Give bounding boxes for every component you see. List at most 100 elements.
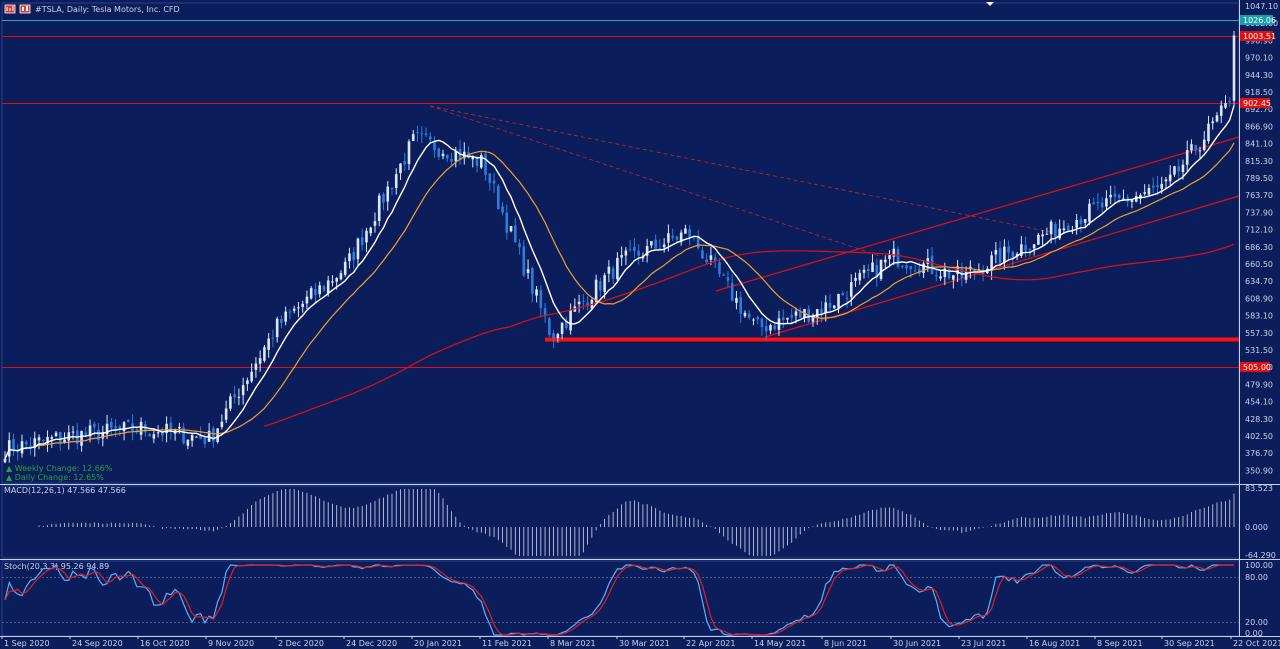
dashed-trend-line[interactable] xyxy=(429,105,881,257)
price-axis-label: 350.90 xyxy=(1245,466,1273,475)
candle-body xyxy=(275,318,279,338)
candle-body xyxy=(1224,103,1227,108)
candle-body xyxy=(1117,194,1121,199)
candle-body xyxy=(760,318,764,328)
time-axis-label: 16 Aug 2021 xyxy=(1029,639,1080,648)
candle-body xyxy=(165,423,168,434)
candle-body xyxy=(790,315,794,318)
macd-axis-zero: 0.000 xyxy=(1245,523,1268,532)
stoch-k-line[interactable] xyxy=(4,564,1234,636)
candle-body xyxy=(314,289,317,295)
stoch-d-line[interactable] xyxy=(4,564,1234,636)
candle-body xyxy=(156,432,160,434)
price-axis-label: 944.30 xyxy=(1245,71,1273,80)
candle-body xyxy=(518,243,521,248)
candle-body xyxy=(824,302,828,314)
time-axis-label: 20 Jan 2021 xyxy=(414,639,462,648)
candle-body xyxy=(454,151,458,162)
candle-body xyxy=(709,255,713,260)
ma-fast-line[interactable] xyxy=(4,105,1235,460)
candle-icon[interactable] xyxy=(19,4,31,14)
candle-body xyxy=(645,246,649,256)
candle-body xyxy=(560,322,564,334)
candle-body xyxy=(858,272,862,281)
stoch-axis-20: 20.00 xyxy=(1245,618,1268,627)
candle-body xyxy=(1232,35,1236,101)
daily-change-label: ▲ Daily Change: 12.65% xyxy=(6,473,104,482)
price-axis-label: 428.30 xyxy=(1245,415,1273,424)
candle-body xyxy=(1130,199,1134,202)
candle-body xyxy=(696,235,700,249)
chart-icon[interactable] xyxy=(4,4,16,14)
candle-body xyxy=(1185,150,1189,165)
lower-level-tag-text: 505.00 xyxy=(1243,363,1271,372)
candle-body xyxy=(599,281,602,291)
price-axis-label: 970.10 xyxy=(1245,54,1273,63)
candle-body xyxy=(815,309,819,318)
candle-body xyxy=(1147,187,1151,195)
candle-body xyxy=(488,173,492,183)
chart-shift-icon[interactable] xyxy=(986,2,994,6)
ma-slow-line[interactable] xyxy=(264,243,1235,427)
candle-body xyxy=(743,312,747,317)
candle-body xyxy=(1054,223,1057,238)
candle-body xyxy=(1134,196,1138,202)
candle-body xyxy=(654,239,657,249)
candle-body xyxy=(611,268,615,279)
time-axis-label: 22 Oct 2021 xyxy=(1233,639,1280,648)
candle-body xyxy=(705,259,708,263)
price-axis[interactable]: 1047.101022.80996.90970.10944.30918.5089… xyxy=(1245,2,1278,475)
stoch-axis-80: 80.00 xyxy=(1245,573,1268,582)
time-axis-label: 8 Sep 2021 xyxy=(1097,639,1143,648)
candle-body xyxy=(531,267,534,294)
candle-body xyxy=(343,261,347,275)
candle-body xyxy=(1228,100,1232,102)
candle-body xyxy=(1037,234,1040,245)
candle-body xyxy=(382,193,385,203)
candle-body xyxy=(548,318,551,336)
candle-body xyxy=(12,438,15,452)
candle-body xyxy=(135,429,139,433)
price-axis-label: 557.30 xyxy=(1245,329,1273,338)
candle-body xyxy=(161,431,164,436)
channel-upper-line[interactable] xyxy=(715,136,1240,292)
time-axis-label: 24 Dec 2020 xyxy=(346,639,397,648)
candle-body xyxy=(888,254,891,260)
candle-body xyxy=(820,308,823,315)
dashed-trend-line[interactable] xyxy=(429,105,1051,233)
candle-body xyxy=(331,281,334,283)
candles-group[interactable] xyxy=(3,30,1236,464)
candle-body xyxy=(326,280,330,293)
macd-label: MACD(12,26,1) 47.566 47.566 xyxy=(4,486,126,495)
candle-body xyxy=(203,437,207,444)
stoch-axis-100: 100.00 xyxy=(1245,561,1273,570)
candle-body xyxy=(892,248,896,257)
macd-panel[interactable] xyxy=(1,485,1240,559)
price-axis-label: 531.50 xyxy=(1245,346,1273,355)
candle-body xyxy=(650,241,653,246)
price-axis-label: 712.10 xyxy=(1245,226,1273,235)
candle-body xyxy=(441,153,445,157)
candle-body xyxy=(250,371,253,382)
candle-body xyxy=(535,289,538,296)
mid-level-tag-text: 902.45 xyxy=(1243,99,1271,108)
candle-body xyxy=(50,437,54,439)
candle-body xyxy=(1156,185,1159,188)
candle-body xyxy=(947,269,951,279)
candle-body xyxy=(263,347,266,361)
macd-histogram[interactable] xyxy=(5,489,1235,556)
price-panel[interactable] xyxy=(1,2,1240,484)
candle-body xyxy=(190,434,194,441)
candle-body xyxy=(1079,219,1083,225)
candle-body xyxy=(849,282,853,297)
candle-body xyxy=(386,186,390,202)
candle-body xyxy=(492,180,496,184)
time-axis[interactable]: 1 Sep 2020 24 Sep 2020 16 Oct 2020 9 Nov 20… xyxy=(1,636,1280,648)
price-axis-label: 1047.10 xyxy=(1245,2,1278,11)
candle-body xyxy=(1032,244,1036,249)
ma-mid-line[interactable] xyxy=(4,142,1235,460)
candle-body xyxy=(624,250,628,256)
candle-body xyxy=(752,319,755,321)
